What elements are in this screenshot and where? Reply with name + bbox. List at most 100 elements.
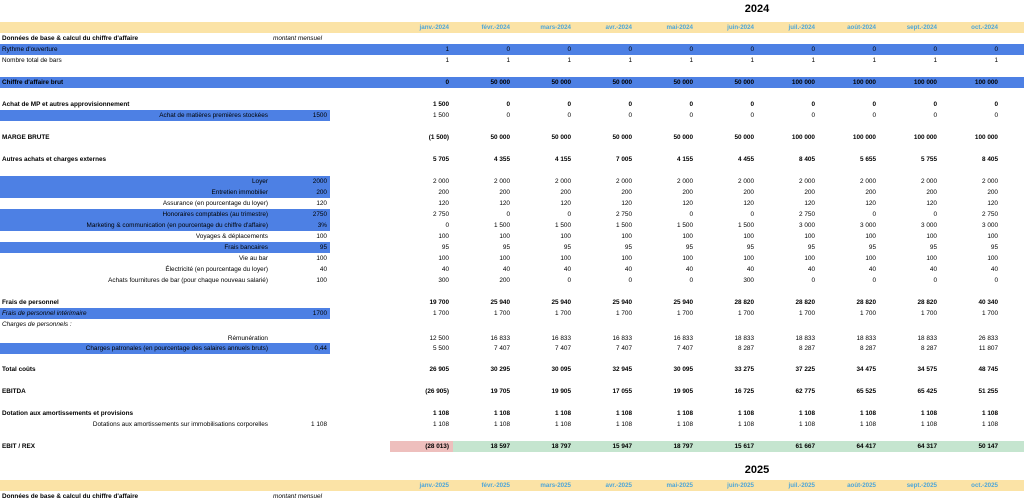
value-cell[interactable]: 100 000 <box>791 134 815 141</box>
row-input-value[interactable]: 1 108 <box>311 421 327 428</box>
value-cell[interactable]: 19 700 <box>429 299 449 306</box>
value-cell[interactable]: 0 <box>567 277 571 284</box>
row-input-value[interactable]: 40 <box>319 266 327 273</box>
value-cell[interactable]: 0 <box>689 101 693 108</box>
value-cell[interactable]: 100 <box>743 233 754 240</box>
value-cell[interactable]: 1 700 <box>738 310 754 317</box>
row-input-value[interactable]: 100 <box>316 277 327 284</box>
value-cell[interactable]: 25 940 <box>490 299 510 306</box>
value-cell[interactable]: 1 700 <box>494 310 510 317</box>
value-cell[interactable]: 1 700 <box>921 310 937 317</box>
value-cell[interactable]: 1 700 <box>677 310 693 317</box>
value-cell[interactable]: 100 <box>865 233 876 240</box>
value-cell[interactable]: 1 108 <box>860 421 876 428</box>
value-cell[interactable]: 120 <box>621 200 632 207</box>
value-cell[interactable]: 0 <box>933 211 937 218</box>
value-cell[interactable]: 0 <box>750 211 754 218</box>
value-cell[interactable]: 1 108 <box>433 421 449 428</box>
value-cell[interactable]: 50 000 <box>734 134 754 141</box>
value-cell[interactable]: 18 797 <box>551 443 571 450</box>
value-cell[interactable]: 18 833 <box>795 335 815 342</box>
value-cell[interactable]: 100 <box>987 233 998 240</box>
value-cell[interactable]: 0 <box>689 277 693 284</box>
value-cell[interactable]: 100 <box>682 255 693 262</box>
value-cell[interactable]: 1 <box>933 57 937 64</box>
value-cell[interactable]: 100 <box>804 233 815 240</box>
value-cell[interactable]: 0 <box>994 46 998 53</box>
value-cell[interactable]: 40 <box>502 266 510 273</box>
value-cell[interactable]: 1 700 <box>860 310 876 317</box>
value-cell[interactable]: 1 500 <box>738 222 754 229</box>
value-cell[interactable]: 0 <box>628 101 632 108</box>
value-cell[interactable]: 30 295 <box>490 366 510 373</box>
row-input-value[interactable]: 120 <box>316 200 327 207</box>
value-cell[interactable]: 19 705 <box>490 388 510 395</box>
value-cell[interactable]: 5 705 <box>433 156 449 163</box>
month-header-cell[interactable]: avr.-2025 <box>605 482 633 489</box>
value-cell[interactable]: 17 055 <box>612 388 632 395</box>
value-cell[interactable]: 2 000 <box>677 178 693 185</box>
value-cell[interactable]: 50 000 <box>612 134 632 141</box>
value-cell[interactable]: 2 000 <box>616 178 632 185</box>
month-header-cell[interactable]: mars-2025 <box>540 482 571 489</box>
value-cell[interactable]: 100 000 <box>852 79 876 86</box>
value-cell[interactable]: 1 500 <box>616 222 632 229</box>
value-cell[interactable]: 95 <box>441 244 449 251</box>
value-cell[interactable]: 4 455 <box>738 156 754 163</box>
value-cell[interactable]: 100 <box>804 255 815 262</box>
value-cell[interactable]: (1 500) <box>428 134 449 141</box>
value-cell[interactable]: 100 <box>926 233 937 240</box>
month-header-cell[interactable]: oct.-2024 <box>971 24 998 31</box>
value-cell[interactable]: 1 500 <box>555 222 571 229</box>
value-cell[interactable]: 1 108 <box>555 410 571 417</box>
value-cell[interactable]: 50 000 <box>673 79 693 86</box>
value-cell[interactable]: 200 <box>865 189 876 196</box>
value-cell[interactable]: 16 833 <box>490 335 510 342</box>
value-cell[interactable]: 26 833 <box>978 335 998 342</box>
value-cell[interactable]: 2 000 <box>738 178 754 185</box>
month-header-cell[interactable]: mai-2024 <box>666 24 694 31</box>
value-cell[interactable]: 18 597 <box>490 443 510 450</box>
row-input-value[interactable]: 95 <box>270 242 330 253</box>
month-header-cell[interactable]: avr.-2024 <box>605 24 633 31</box>
value-cell[interactable] <box>514 319 575 330</box>
value-cell[interactable]: 100 000 <box>974 79 998 86</box>
value-cell[interactable]: 300 <box>438 277 449 284</box>
value-cell[interactable]: 16 833 <box>673 335 693 342</box>
value-cell[interactable]: 61 667 <box>795 443 815 450</box>
month-header-cell[interactable]: juil.-2025 <box>788 482 815 489</box>
value-cell[interactable]: 11 807 <box>978 345 998 352</box>
value-cell[interactable]: 0 <box>567 46 571 53</box>
value-cell[interactable]: 1 108 <box>860 410 876 417</box>
month-header-cell[interactable]: août-2025 <box>847 482 876 489</box>
value-cell[interactable]: 100 000 <box>913 134 937 141</box>
value-cell[interactable]: 0 <box>506 46 510 53</box>
value-cell[interactable]: 7 407 <box>494 345 510 352</box>
row-input-value[interactable]: 0,44 <box>270 343 330 354</box>
value-cell[interactable]: 16 833 <box>551 335 571 342</box>
value-cell[interactable]: 51 255 <box>978 388 998 395</box>
value-cell[interactable]: 0 <box>811 112 815 119</box>
value-cell[interactable]: 100 <box>621 255 632 262</box>
value-cell[interactable]: 4 155 <box>677 156 693 163</box>
value-cell[interactable]: 100 <box>438 233 449 240</box>
value-cell[interactable]: 1 108 <box>738 421 754 428</box>
value-cell[interactable]: 4 155 <box>555 156 571 163</box>
value-cell[interactable]: 62 775 <box>795 388 815 395</box>
month-header-cell[interactable]: mars-2024 <box>540 24 571 31</box>
value-cell[interactable]: 1 108 <box>494 410 510 417</box>
value-cell[interactable]: 1 108 <box>982 410 998 417</box>
value-cell[interactable]: 0 <box>933 101 937 108</box>
value-cell[interactable]: 8 287 <box>921 345 937 352</box>
value-cell[interactable]: 2 000 <box>860 178 876 185</box>
value-cell[interactable]: 0 <box>872 112 876 119</box>
value-cell[interactable]: 0 <box>872 46 876 53</box>
value-cell[interactable]: 40 <box>563 266 571 273</box>
value-cell[interactable]: 18 833 <box>734 335 754 342</box>
value-cell[interactable]: 3 000 <box>799 222 815 229</box>
value-cell[interactable]: 0 <box>933 112 937 119</box>
value-cell[interactable] <box>575 319 636 330</box>
value-cell[interactable] <box>636 319 697 330</box>
value-cell[interactable]: 1 700 <box>616 310 632 317</box>
value-cell[interactable]: 1 <box>811 57 815 64</box>
